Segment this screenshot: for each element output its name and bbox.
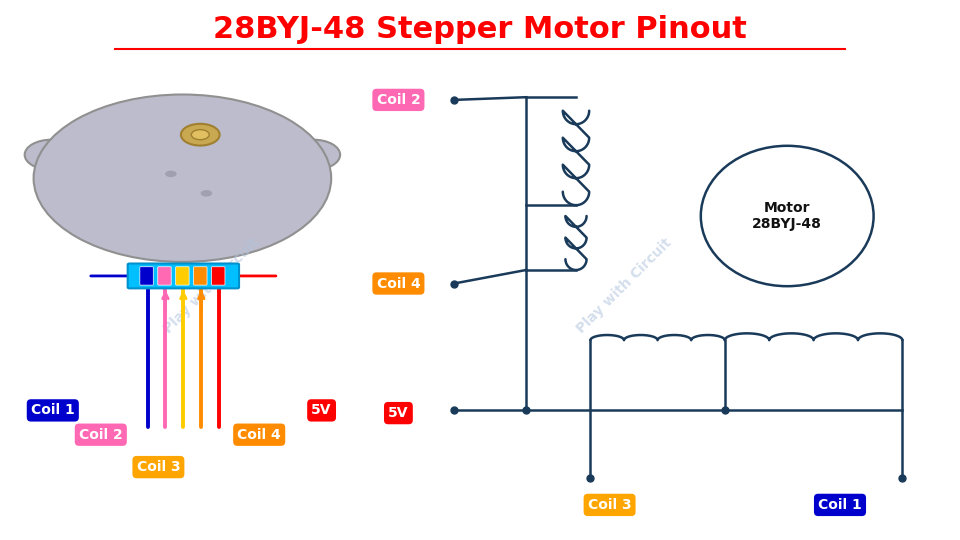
Text: 28BYJ-48 Stepper Motor Pinout: 28BYJ-48 Stepper Motor Pinout — [213, 15, 747, 44]
Text: Coil 2: Coil 2 — [79, 428, 123, 442]
Ellipse shape — [701, 146, 874, 286]
Text: Coil 4: Coil 4 — [237, 428, 281, 442]
Circle shape — [180, 124, 220, 146]
FancyBboxPatch shape — [140, 267, 154, 285]
FancyBboxPatch shape — [194, 267, 207, 285]
FancyBboxPatch shape — [128, 264, 239, 288]
Circle shape — [34, 94, 331, 262]
FancyBboxPatch shape — [157, 267, 171, 285]
Text: Motor
28BYJ-48: Motor 28BYJ-48 — [753, 201, 822, 231]
Text: 5V: 5V — [311, 403, 332, 417]
FancyBboxPatch shape — [211, 267, 225, 285]
Text: 5V: 5V — [388, 406, 409, 420]
Circle shape — [191, 130, 209, 140]
Text: Coil 1: Coil 1 — [31, 403, 75, 417]
Text: Coil 3: Coil 3 — [136, 460, 180, 474]
Text: Play with Circuit: Play with Circuit — [574, 236, 674, 336]
Text: Play with Circuit: Play with Circuit — [161, 236, 261, 336]
Text: Coil 1: Coil 1 — [818, 498, 862, 512]
Circle shape — [25, 140, 79, 170]
Circle shape — [201, 190, 212, 197]
Text: Coil 4: Coil 4 — [376, 276, 420, 291]
FancyBboxPatch shape — [176, 267, 189, 285]
Circle shape — [287, 140, 340, 170]
Text: Coil 3: Coil 3 — [588, 498, 632, 512]
Text: Coil 2: Coil 2 — [376, 93, 420, 107]
Circle shape — [165, 171, 177, 177]
